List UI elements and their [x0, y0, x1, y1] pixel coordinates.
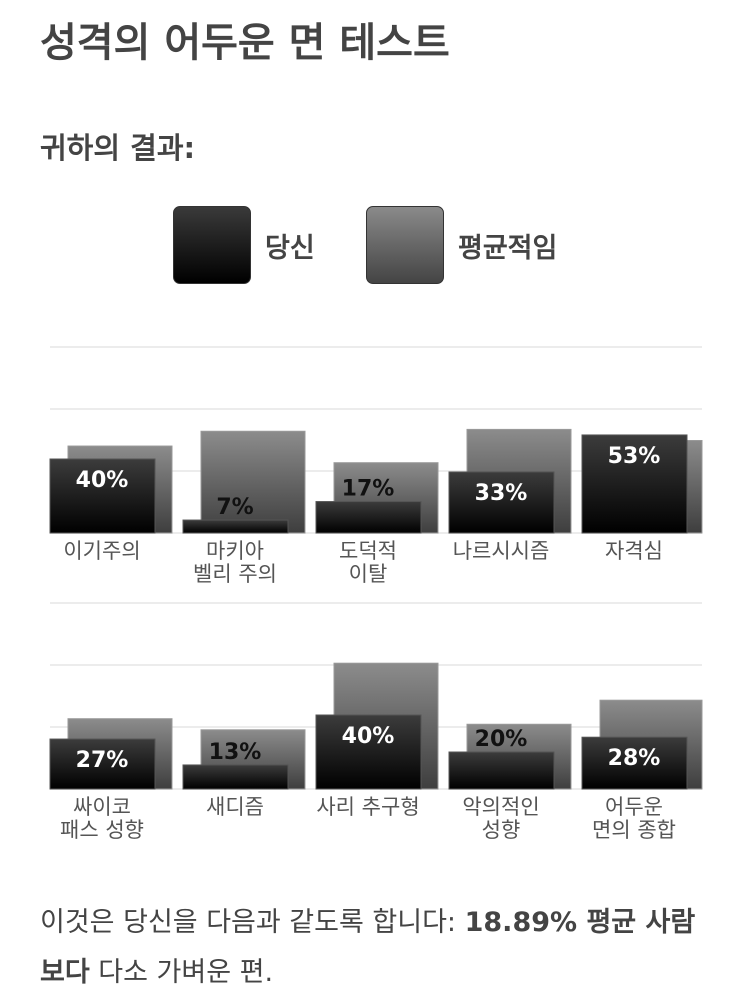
category-label: 성향 — [482, 818, 521, 842]
bar-you — [448, 471, 555, 534]
data-label: 17% — [342, 477, 395, 502]
bar-you — [315, 714, 422, 790]
bar-you — [49, 458, 156, 534]
data-label: 40% — [76, 468, 129, 493]
data-label: 7% — [216, 495, 253, 520]
category-label: 사리 추구형 — [316, 795, 419, 819]
legend-swatch-average — [366, 206, 444, 284]
category-label: 패스 성향 — [60, 818, 144, 842]
data-label: 33% — [475, 481, 528, 506]
summary-prefix: 이것은 당신을 다음과 같도록 합니다: — [40, 907, 465, 938]
category-label: 벨리 주의 — [193, 562, 277, 586]
bar-you — [448, 751, 555, 790]
legend-label-you: 당신 — [265, 232, 315, 264]
results-heading: 귀하의 결과: — [40, 131, 196, 165]
bar-you — [581, 434, 688, 534]
category-label: 싸이코 — [73, 795, 131, 819]
bar-you — [581, 736, 688, 790]
summary-suffix: 다소 가벼운 편. — [89, 957, 274, 988]
category-label: 자격심 — [605, 539, 663, 563]
category-label: 이탈 — [349, 562, 388, 586]
legend-you: 당신 — [173, 205, 315, 285]
data-label: 53% — [608, 444, 661, 469]
category-label: 어두운 — [605, 795, 663, 819]
data-label: 40% — [342, 724, 395, 749]
legend-label-average: 평균적임 — [458, 232, 558, 264]
data-label: 27% — [76, 748, 129, 773]
page-title: 성격의 어두운 면 테스트 — [40, 20, 450, 66]
data-label: 20% — [475, 727, 528, 752]
category-label: 나르시시즘 — [453, 539, 550, 563]
summary-text: 이것은 당신을 다음과 같도록 합니다: 18.89% 평균 사람보다 다소 가… — [40, 898, 710, 998]
bar-you — [49, 738, 156, 790]
category-label: 새디즘 — [206, 795, 264, 819]
category-label: 도덕적 — [339, 539, 397, 563]
data-label: 28% — [608, 746, 661, 771]
bar-you — [182, 764, 289, 790]
summary-bold: 18.89% 평균 사람보다 — [40, 907, 696, 988]
category-label: 이기주의 — [63, 539, 140, 563]
category-label: 면의 종합 — [592, 818, 676, 842]
bar-you — [182, 519, 289, 534]
bar-you — [315, 501, 422, 534]
data-label: 13% — [209, 740, 262, 765]
legend-swatch-you — [173, 206, 251, 284]
legend-average: 평균적임 — [366, 205, 557, 285]
bar-average — [200, 430, 306, 534]
category-label: 악의적인 — [462, 795, 539, 819]
category-label: 마키아 — [206, 539, 264, 563]
